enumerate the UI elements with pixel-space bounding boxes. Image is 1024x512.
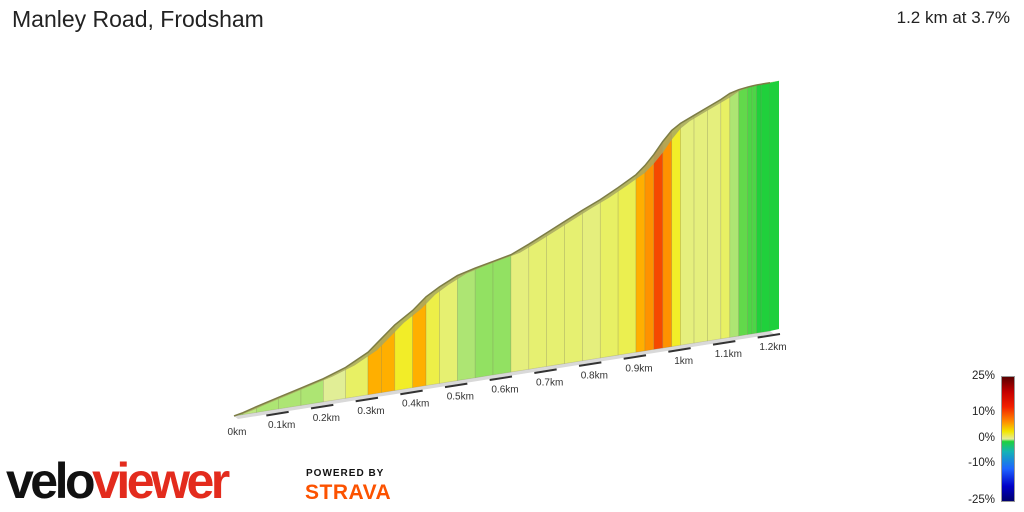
segment-title: Manley Road, Frodsham	[12, 6, 264, 32]
gradient-band	[439, 275, 458, 384]
axis-tick-segment	[712, 340, 736, 346]
logo-viewer-text: viewer	[92, 453, 230, 509]
axis-tick-segment	[534, 368, 557, 374]
gradient-band	[738, 86, 748, 337]
gradient-band	[707, 98, 722, 342]
x-tick-label: 0.9km	[625, 363, 652, 374]
gradient-band	[599, 186, 619, 359]
legend-label-25: 25%	[971, 370, 995, 382]
gradient-band	[635, 164, 646, 353]
axis-tick-segment	[757, 333, 781, 339]
gradient-band	[564, 209, 583, 364]
legend-label-minus25: -25%	[968, 494, 995, 506]
profile-outline	[233, 80, 779, 417]
legend-label-10: 10%	[971, 406, 995, 418]
gradient-band	[582, 199, 601, 362]
x-tick-label: 0.1km	[268, 420, 295, 431]
gradient-band	[671, 122, 681, 347]
x-tick-label: 0.8km	[581, 370, 608, 381]
gradient-legend: 25% 10% 0% -10% -25%	[960, 368, 1024, 508]
axis-tick-segment	[310, 403, 334, 410]
gradient-band	[528, 232, 547, 370]
x-tick-label: 0.5km	[447, 392, 474, 403]
gradient-band	[662, 129, 673, 349]
x-tick-label: 0.4km	[402, 399, 429, 410]
axis-tick-segment	[623, 354, 647, 360]
x-tick-label: 1.1km	[715, 349, 742, 360]
gradient-band	[751, 84, 757, 335]
x-tick-label: 0.3km	[357, 406, 384, 417]
segment-summary: 1.2 km at 3.7%	[896, 8, 1010, 27]
x-tick-label: 0.2km	[313, 413, 340, 424]
gradient-bands	[233, 82, 771, 417]
gradient-band	[510, 243, 530, 373]
gradient-band	[617, 174, 637, 356]
gradient-band	[474, 260, 494, 379]
x-tick-label: 0.6km	[491, 385, 518, 396]
profile-base-edge	[234, 331, 774, 419]
gradient-band	[644, 153, 655, 352]
veloviewer-logo[interactable]: veloviewer	[6, 453, 230, 509]
axis-tick-segment	[489, 375, 513, 382]
x-tick-label: 1km	[674, 356, 693, 367]
axis-tick-segment	[400, 389, 423, 396]
x-tick-label: 0km	[228, 427, 247, 438]
axis-tick-segment	[355, 396, 379, 403]
legend-label-0: 0%	[978, 432, 995, 444]
gradient-band	[747, 85, 753, 335]
gradient-band	[546, 220, 565, 367]
distance-axis: 0km 0.1km 0.2km 0.3km 0.4km 0.5km 0.6km 0.7km 0.…	[228, 333, 787, 438]
gradient-band	[756, 83, 762, 334]
gradient-band	[729, 89, 740, 338]
profile-end-cap	[770, 80, 779, 331]
axis-tick-segment	[578, 361, 602, 367]
axis-tick-segment	[266, 410, 289, 417]
gradient-band	[680, 114, 695, 346]
gradient-band	[720, 92, 731, 340]
axis-tick-segment	[668, 347, 691, 353]
logo-velo-text: velo	[6, 453, 96, 509]
gradient-band	[457, 267, 476, 381]
gradient-band	[693, 106, 708, 344]
gradient-band	[492, 254, 512, 376]
gradient-band	[760, 82, 771, 333]
gradient-color-scale	[1001, 376, 1015, 502]
profile-line	[233, 82, 771, 417]
axis-tick-segment	[444, 382, 468, 389]
gradient-band	[653, 140, 664, 350]
profile-base	[234, 331, 774, 419]
x-tick-label: 1.2km	[759, 342, 786, 353]
legend-label-minus10: -10%	[968, 457, 995, 469]
strava-logo[interactable]: STRAVA	[305, 481, 392, 504]
powered-by-label: POWERED BY	[306, 468, 385, 479]
x-tick-label: 0.7km	[536, 377, 563, 388]
